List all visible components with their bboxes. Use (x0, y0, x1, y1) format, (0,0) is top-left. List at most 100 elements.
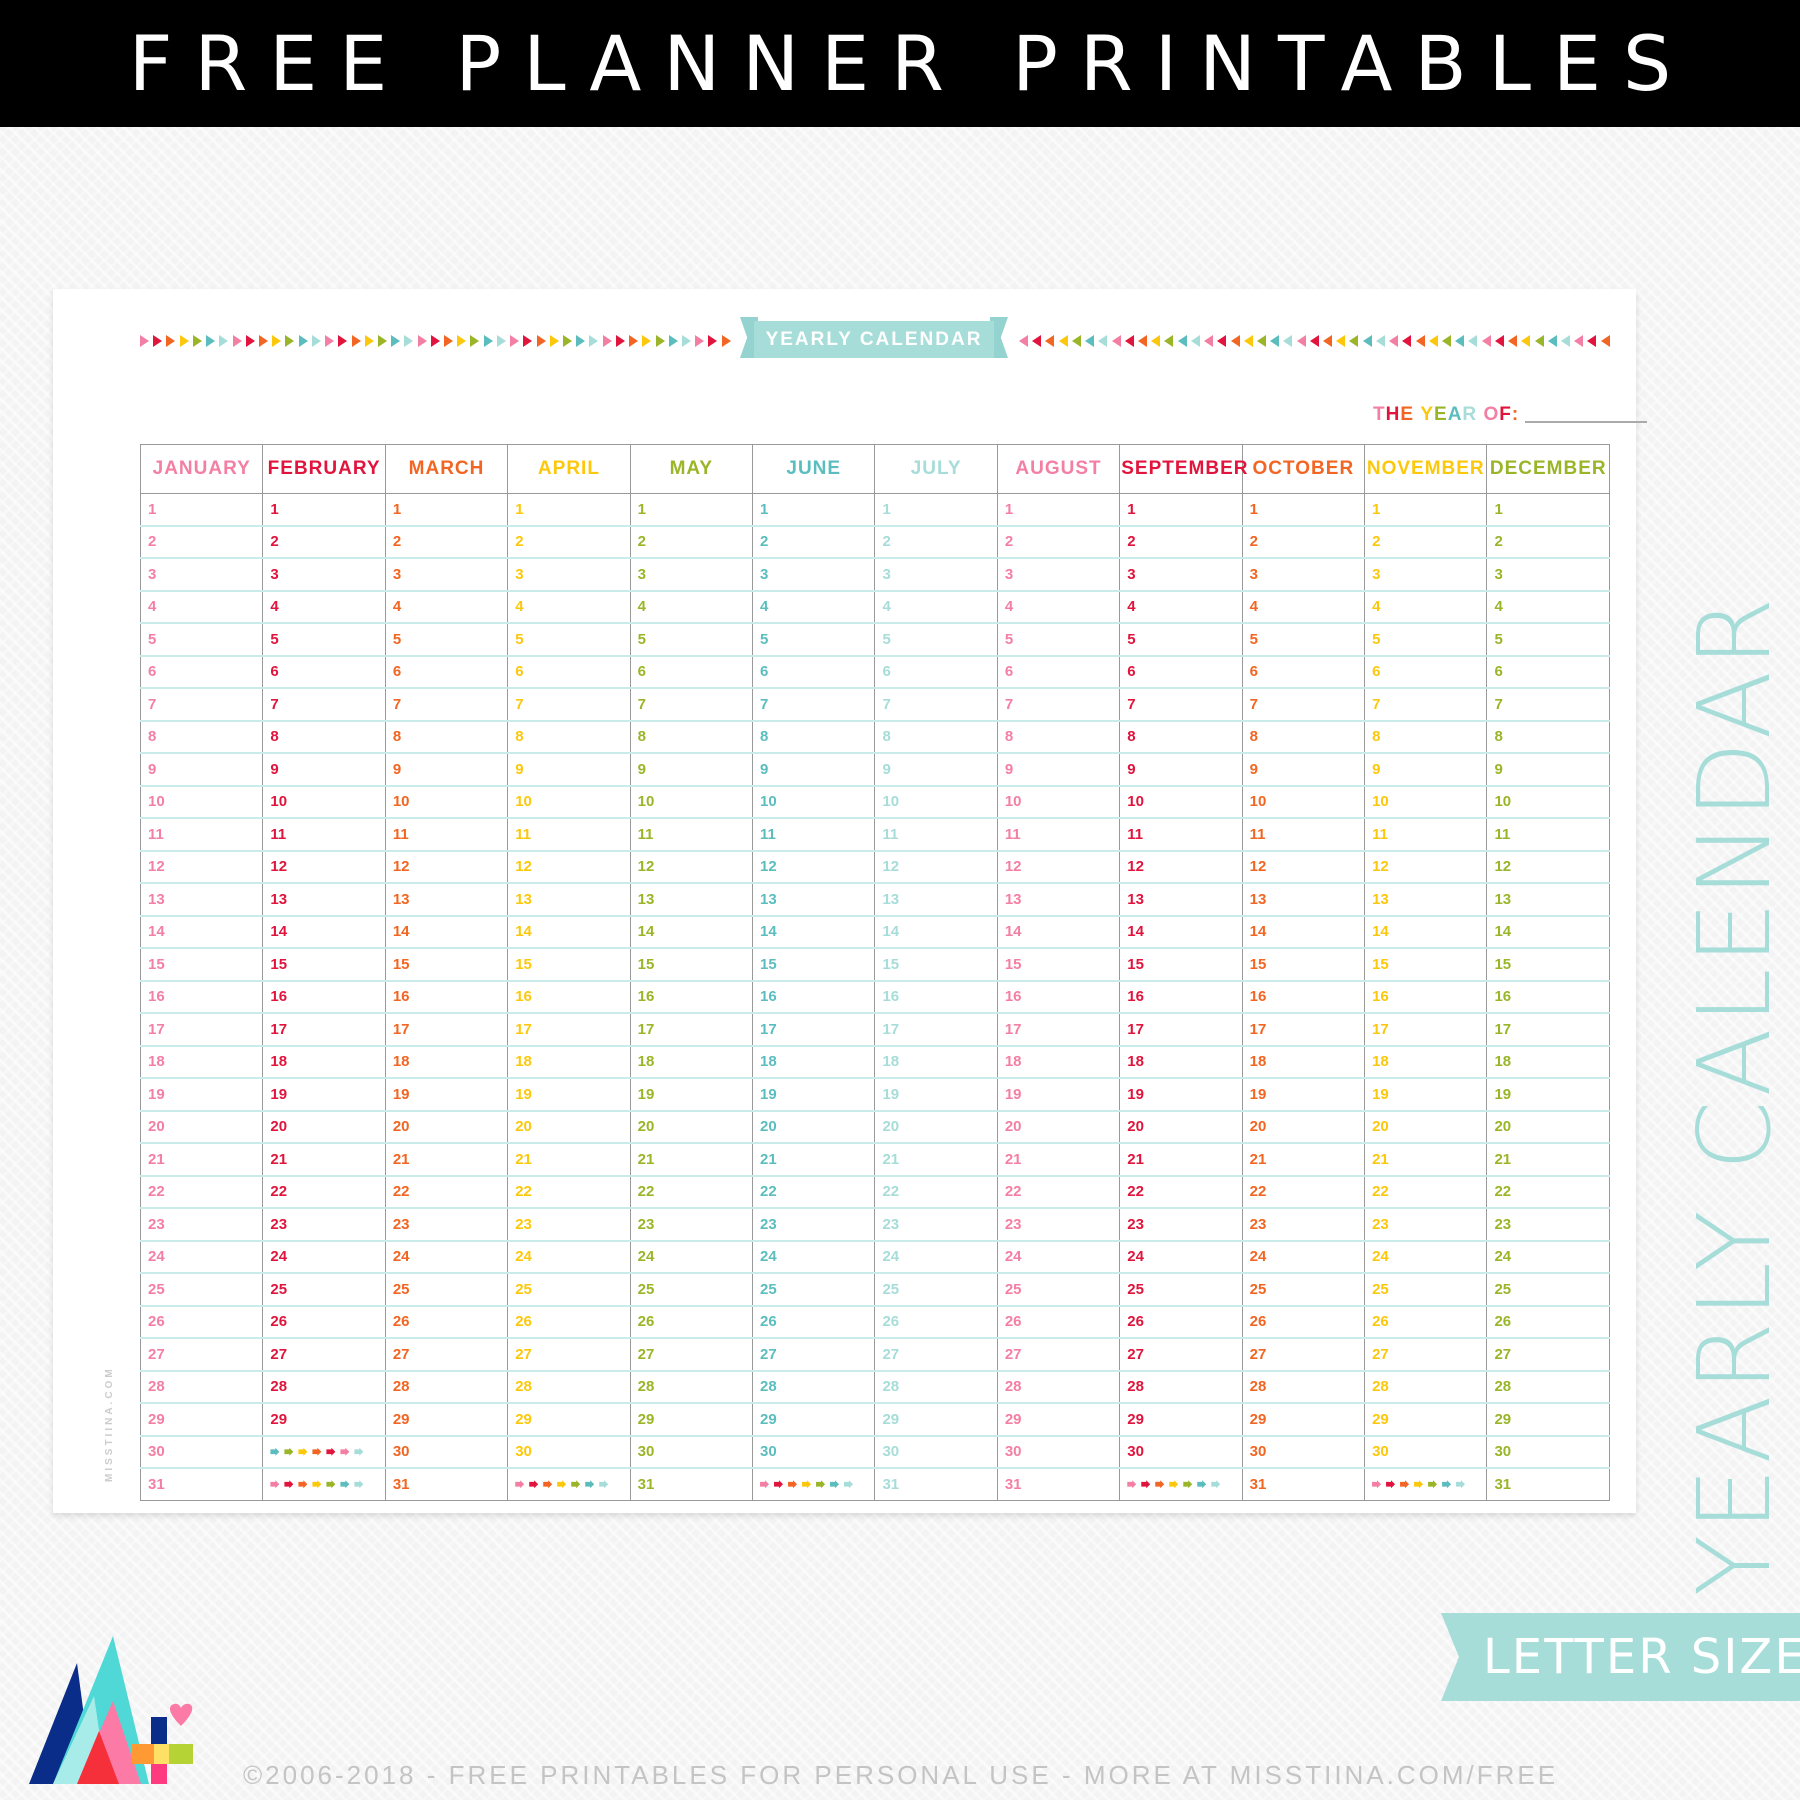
day-cell[interactable]: 4 (1486, 590, 1610, 624)
day-cell[interactable]: 9 (874, 753, 998, 787)
day-cell[interactable]: 29 (262, 1403, 386, 1437)
day-cell[interactable]: 29 (874, 1403, 998, 1437)
day-cell[interactable]: 25 (1486, 1273, 1610, 1307)
day-cell[interactable]: 17 (1486, 1013, 1610, 1047)
day-cell[interactable]: 4 (996, 590, 1121, 624)
day-cell[interactable]: 3 (629, 558, 754, 592)
day-cell[interactable]: 3 (139, 558, 264, 592)
day-cell[interactable]: 4 (752, 590, 876, 624)
day-cell[interactable]: 12 (1119, 850, 1243, 884)
day-cell[interactable]: 15 (507, 948, 631, 982)
day-cell[interactable]: 8 (139, 720, 264, 754)
day-cell[interactable]: 1 (1241, 493, 1366, 527)
day-cell[interactable]: 1 (1364, 493, 1488, 527)
day-cell[interactable]: 15 (874, 948, 998, 982)
day-cell[interactable]: 9 (1486, 753, 1610, 787)
day-cell[interactable]: 14 (139, 915, 264, 949)
day-cell[interactable]: 22 (874, 1175, 998, 1209)
day-cell[interactable]: 16 (1486, 980, 1610, 1014)
day-cell[interactable]: 14 (507, 915, 631, 949)
day-cell[interactable]: 19 (1119, 1078, 1243, 1112)
day-cell[interactable]: 18 (1364, 1045, 1488, 1079)
day-cell[interactable]: 27 (384, 1338, 509, 1372)
day-cell[interactable]: 11 (874, 818, 998, 852)
day-cell[interactable]: 7 (1241, 688, 1366, 722)
day-cell[interactable]: 19 (1364, 1078, 1488, 1112)
day-cell[interactable]: 14 (262, 915, 386, 949)
day-cell[interactable]: 20 (629, 1110, 754, 1144)
day-cell[interactable]: 27 (752, 1338, 876, 1372)
day-cell[interactable]: 21 (752, 1143, 876, 1177)
day-cell[interactable]: 8 (1486, 720, 1610, 754)
day-cell[interactable]: 28 (752, 1370, 876, 1404)
day-cell[interactable]: 30 (507, 1435, 631, 1469)
day-cell[interactable]: 21 (874, 1143, 998, 1177)
day-cell[interactable]: 3 (262, 558, 386, 592)
day-cell[interactable]: 14 (1486, 915, 1610, 949)
day-cell[interactable]: 24 (1486, 1240, 1610, 1274)
day-cell[interactable]: 13 (1241, 883, 1366, 917)
day-cell[interactable]: 11 (996, 818, 1121, 852)
day-cell[interactable]: 19 (384, 1078, 509, 1112)
day-cell[interactable]: 29 (1486, 1403, 1610, 1437)
day-cell[interactable]: 1 (507, 493, 631, 527)
day-cell[interactable]: 19 (1241, 1078, 1366, 1112)
day-cell[interactable]: 6 (384, 655, 509, 689)
day-cell[interactable]: 18 (139, 1045, 264, 1079)
day-cell[interactable]: 5 (262, 623, 386, 657)
day-cell[interactable]: 25 (1119, 1273, 1243, 1307)
day-cell[interactable]: 11 (507, 818, 631, 852)
day-cell[interactable]: 14 (629, 915, 754, 949)
day-cell[interactable]: 18 (996, 1045, 1121, 1079)
day-cell[interactable]: 8 (629, 720, 754, 754)
day-cell[interactable]: 16 (874, 980, 998, 1014)
day-cell[interactable]: 8 (874, 720, 998, 754)
day-cell[interactable]: 28 (629, 1370, 754, 1404)
day-cell[interactable]: 24 (384, 1240, 509, 1274)
day-cell[interactable]: 16 (262, 980, 386, 1014)
day-cell[interactable]: 30 (752, 1435, 876, 1469)
day-cell[interactable]: 15 (1241, 948, 1366, 982)
day-cell[interactable]: 1 (629, 493, 754, 527)
day-cell[interactable]: 12 (874, 850, 998, 884)
day-cell[interactable]: 7 (1364, 688, 1488, 722)
day-cell[interactable]: 30 (1119, 1435, 1243, 1469)
day-cell[interactable]: 1 (384, 493, 509, 527)
day-cell[interactable]: 6 (874, 655, 998, 689)
day-cell[interactable]: 17 (262, 1013, 386, 1047)
day-cell[interactable]: 2 (629, 525, 754, 559)
day-cell[interactable]: 2 (1241, 525, 1366, 559)
day-cell[interactable]: 30 (1364, 1435, 1488, 1469)
day-cell[interactable]: 9 (139, 753, 264, 787)
day-cell[interactable]: 18 (1241, 1045, 1366, 1079)
day-cell[interactable]: 26 (629, 1305, 754, 1339)
day-cell[interactable]: 10 (1364, 785, 1488, 819)
day-cell[interactable]: 14 (996, 915, 1121, 949)
day-cell[interactable]: 18 (629, 1045, 754, 1079)
day-cell[interactable]: 23 (752, 1208, 876, 1242)
day-cell[interactable]: 12 (629, 850, 754, 884)
day-cell[interactable]: 7 (507, 688, 631, 722)
day-cell[interactable]: 23 (996, 1208, 1121, 1242)
day-cell[interactable]: 2 (1364, 525, 1488, 559)
day-cell[interactable]: 25 (752, 1273, 876, 1307)
day-cell[interactable]: 13 (874, 883, 998, 917)
day-cell[interactable]: 4 (507, 590, 631, 624)
day-cell[interactable]: 27 (507, 1338, 631, 1372)
day-cell[interactable]: 28 (1241, 1370, 1366, 1404)
day-cell[interactable]: 9 (1241, 753, 1366, 787)
day-cell[interactable]: 3 (1241, 558, 1366, 592)
day-cell[interactable]: 9 (752, 753, 876, 787)
day-cell[interactable]: 22 (1119, 1175, 1243, 1209)
day-cell[interactable]: 14 (1364, 915, 1488, 949)
day-cell[interactable]: 26 (1241, 1305, 1366, 1339)
day-cell[interactable]: 11 (384, 818, 509, 852)
day-cell[interactable]: 13 (1364, 883, 1488, 917)
day-cell[interactable]: 9 (996, 753, 1121, 787)
day-cell[interactable]: 8 (996, 720, 1121, 754)
day-cell[interactable]: 4 (139, 590, 264, 624)
day-cell[interactable]: 16 (996, 980, 1121, 1014)
day-cell[interactable]: 27 (1364, 1338, 1488, 1372)
day-cell[interactable]: 24 (1119, 1240, 1243, 1274)
day-cell[interactable]: 26 (1486, 1305, 1610, 1339)
